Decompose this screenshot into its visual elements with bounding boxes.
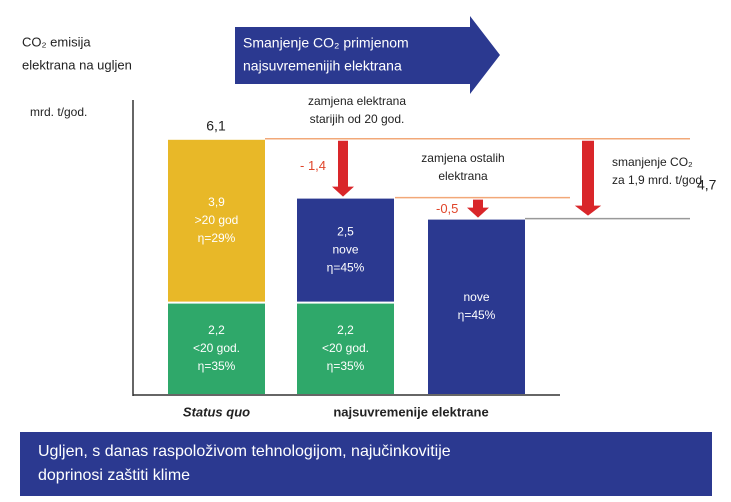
delta-note: zamjena ostalih bbox=[421, 151, 504, 165]
bar-segment bbox=[168, 139, 265, 302]
y-title: elektrana na ugljen bbox=[22, 57, 132, 72]
total-label: 4,7 bbox=[697, 176, 717, 192]
segment-label: 3,9 bbox=[208, 195, 225, 209]
footer-text: Ugljen, s danas raspoloživom tehnologijo… bbox=[38, 443, 451, 460]
footer-text: doprinosi zaštiti klime bbox=[38, 467, 190, 484]
segment-label: 2,2 bbox=[208, 323, 225, 337]
y-unit: mrd. t/god. bbox=[30, 105, 87, 119]
segment-label: η=45% bbox=[458, 308, 496, 322]
total-label: 6,1 bbox=[206, 118, 226, 134]
headline-arrow bbox=[235, 16, 500, 94]
segment-label: >20 god bbox=[195, 213, 239, 227]
delta-label: - 1,4 bbox=[300, 158, 326, 173]
segment-label: <20 god. bbox=[322, 341, 369, 355]
segment-label: η=35% bbox=[327, 359, 365, 373]
category-label: Status quo bbox=[183, 404, 250, 419]
delta-note: zamjena elektrana bbox=[308, 94, 406, 108]
bar-segment bbox=[428, 219, 525, 394]
delta-note: starijih od 20 god. bbox=[310, 112, 405, 126]
category-label: najsuvremenije elektrane bbox=[333, 404, 488, 419]
delta-label: -0,5 bbox=[436, 201, 458, 216]
segment-label: nove bbox=[332, 242, 358, 256]
bar-segment bbox=[297, 303, 394, 394]
segment-label: η=45% bbox=[327, 260, 365, 274]
y-title: CO₂ emisija bbox=[22, 34, 91, 49]
reduction-arrow bbox=[574, 140, 602, 216]
footer-banner bbox=[20, 432, 712, 496]
bar-segment bbox=[168, 303, 265, 394]
reduction-note: za 1,9 mrd. t/god bbox=[612, 173, 702, 187]
bar-segment bbox=[297, 198, 394, 302]
delta-note: elektrana bbox=[438, 169, 488, 183]
segment-label: η=35% bbox=[198, 359, 236, 373]
reduction-note: smanjenje CO₂ bbox=[612, 155, 693, 169]
segment-label: 2,2 bbox=[337, 323, 354, 337]
segment-label: <20 god. bbox=[193, 341, 240, 355]
delta-arrow bbox=[467, 199, 489, 218]
segment-label: nove bbox=[463, 290, 489, 304]
delta-arrow bbox=[332, 140, 354, 197]
segment-label: η=29% bbox=[198, 231, 236, 245]
headline: najsuvremenijih elektrana bbox=[243, 58, 402, 74]
segment-label: 2,5 bbox=[337, 224, 354, 238]
headline: Smanjenje CO₂ primjenom bbox=[243, 35, 409, 51]
